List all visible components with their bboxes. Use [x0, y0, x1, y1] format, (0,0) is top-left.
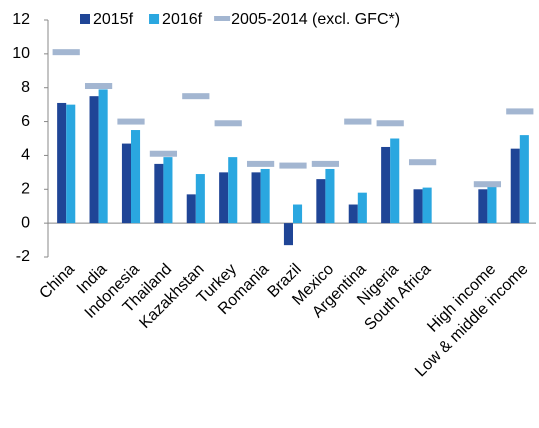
y-tick-label: 0	[21, 214, 30, 231]
y-tick-label: -2	[16, 248, 30, 265]
x-tick-label: China	[36, 261, 78, 303]
bar	[348, 204, 358, 224]
bar	[131, 130, 141, 224]
y-tick-label: 12	[12, 11, 30, 28]
bar	[57, 102, 67, 224]
bar	[478, 189, 488, 224]
bar	[413, 189, 423, 224]
bar	[260, 168, 270, 224]
bar	[283, 223, 293, 246]
average-dash	[214, 120, 242, 127]
bar	[519, 135, 529, 224]
bar	[293, 204, 303, 224]
average-dash	[84, 83, 113, 90]
legend-swatch	[214, 16, 231, 21]
average-dash	[52, 49, 80, 56]
bar	[357, 192, 367, 224]
y-tick-label: 6	[21, 113, 30, 130]
y-tick-label: 4	[21, 147, 30, 164]
bar	[422, 187, 432, 224]
bar	[381, 146, 391, 224]
bar	[66, 104, 76, 224]
legend-label: 2015f	[93, 11, 134, 28]
bar	[390, 138, 400, 224]
average-dash	[149, 150, 178, 157]
bar	[186, 194, 196, 224]
average-dash	[408, 159, 437, 166]
bar	[98, 89, 108, 224]
bar	[316, 179, 326, 224]
bar	[219, 172, 229, 224]
average-dash	[344, 118, 372, 125]
average-dash	[506, 108, 534, 115]
legend-label: 2016f	[162, 11, 203, 28]
bar	[121, 143, 131, 224]
average-dash	[279, 162, 307, 169]
average-dash	[182, 93, 210, 100]
bar	[325, 168, 335, 224]
bar	[510, 148, 520, 224]
y-tick-label: 8	[21, 79, 30, 96]
bar	[163, 157, 173, 224]
y-tick-label: 2	[21, 181, 30, 198]
average-dash	[473, 181, 502, 188]
legend-label: 2005-2014 (excl. GFC*)	[231, 11, 400, 28]
bar	[195, 174, 205, 224]
bar	[487, 185, 497, 224]
average-dash	[246, 160, 275, 167]
bar	[228, 157, 238, 224]
bar	[154, 163, 164, 224]
legend-swatch	[149, 14, 160, 24]
bar	[89, 96, 99, 224]
y-tick-label: 10	[12, 45, 30, 62]
legend-swatch	[80, 14, 90, 24]
bar	[251, 172, 261, 224]
average-dash	[376, 120, 404, 127]
average-dash	[311, 160, 340, 167]
average-dash	[117, 118, 145, 125]
